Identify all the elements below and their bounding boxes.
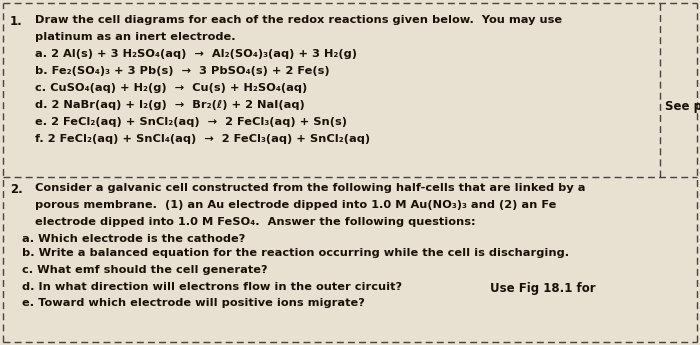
Text: a. Which electrode is the cathode?: a. Which electrode is the cathode? xyxy=(22,234,245,244)
Text: platinum as an inert electrode.: platinum as an inert electrode. xyxy=(35,32,236,42)
Text: b. Fe₂(SO₄)₃ + 3 Pb(s)  →  3 PbSO₄(s) + 2 Fe(s): b. Fe₂(SO₄)₃ + 3 Pb(s) → 3 PbSO₄(s) + 2 … xyxy=(35,66,330,76)
Text: 1.: 1. xyxy=(10,15,22,28)
Text: Use Fig 18.1 for: Use Fig 18.1 for xyxy=(490,282,596,295)
Text: electrode dipped into 1.0 M FeSO₄.  Answer the following questions:: electrode dipped into 1.0 M FeSO₄. Answe… xyxy=(35,217,475,227)
Text: a. 2 Al(s) + 3 H₂SO₄(aq)  →  Al₂(SO₄)₃(aq) + 3 H₂(g): a. 2 Al(s) + 3 H₂SO₄(aq) → Al₂(SO₄)₃(aq)… xyxy=(35,49,357,59)
Text: d. 2 NaBr(aq) + I₂(g)  →  Br₂(ℓ) + 2 NaI(aq): d. 2 NaBr(aq) + I₂(g) → Br₂(ℓ) + 2 NaI(a… xyxy=(35,100,304,110)
Text: 2.: 2. xyxy=(10,183,22,196)
Text: c. What emf should the cell generate?: c. What emf should the cell generate? xyxy=(22,265,267,275)
Text: e. 2 FeCl₂(aq) + SnCl₂(aq)  →  2 FeCl₃(aq) + Sn(s): e. 2 FeCl₂(aq) + SnCl₂(aq) → 2 FeCl₃(aq)… xyxy=(35,117,347,127)
Text: f. 2 FeCl₂(aq) + SnCl₄(aq)  →  2 FeCl₃(aq) + SnCl₂(aq): f. 2 FeCl₂(aq) + SnCl₄(aq) → 2 FeCl₃(aq)… xyxy=(35,134,370,144)
Text: Draw the cell diagrams for each of the redox reactions given below.  You may use: Draw the cell diagrams for each of the r… xyxy=(35,15,562,25)
Text: c. CuSO₄(aq) + H₂(g)  →  Cu(s) + H₂SO₄(aq): c. CuSO₄(aq) + H₂(g) → Cu(s) + H₂SO₄(aq) xyxy=(35,83,307,93)
Text: Consider a galvanic cell constructed from the following half-cells that are link: Consider a galvanic cell constructed fro… xyxy=(35,183,585,193)
Text: e. Toward which electrode will positive ions migrate?: e. Toward which electrode will positive … xyxy=(22,298,365,308)
Text: porous membrane.  (1) an Au electrode dipped into 1.0 M Au(NO₃)₃ and (2) an Fe: porous membrane. (1) an Au electrode dip… xyxy=(35,200,556,210)
Text: d. In what direction will electrons flow in the outer circuit?: d. In what direction will electrons flow… xyxy=(22,282,402,292)
Text: b. Write a balanced equation for the reaction occurring while the cell is discha: b. Write a balanced equation for the rea… xyxy=(22,248,569,258)
Text: See prob 18.1 for: See prob 18.1 for xyxy=(665,100,700,113)
